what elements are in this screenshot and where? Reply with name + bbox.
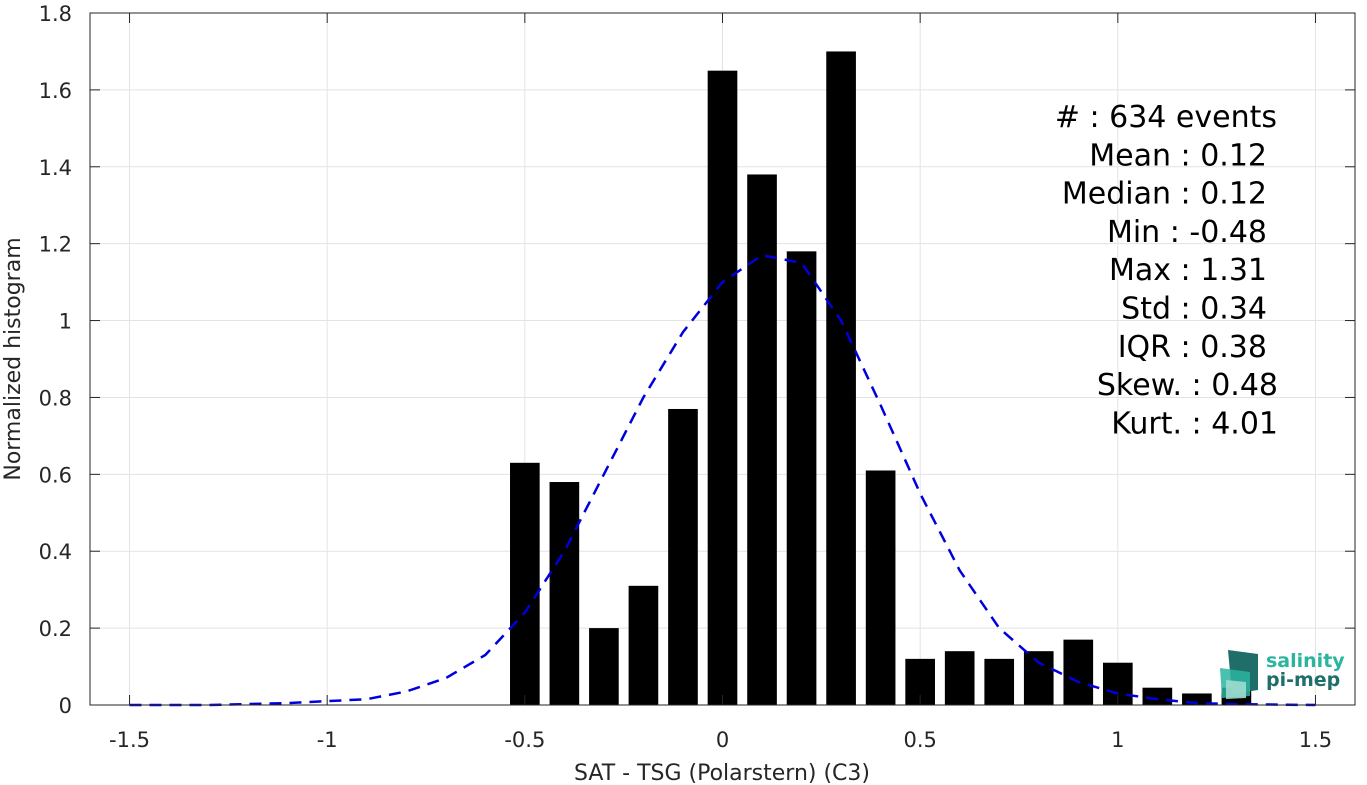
histogram-bar-9 xyxy=(865,470,896,705)
histogram-bar-16 xyxy=(1142,687,1173,705)
histogram-bar-8 xyxy=(826,51,856,705)
y-tick-label-3: 0.6 xyxy=(39,463,72,487)
logo-text-pimep: pi-mep xyxy=(1266,669,1340,691)
stats-line-7: Skew. : 0.48 xyxy=(1097,368,1278,403)
y-tick-label-0: 0 xyxy=(59,694,72,718)
stats-line-3: Min : -0.48 xyxy=(1107,215,1267,250)
y-tick-label-2: 0.4 xyxy=(39,540,72,564)
y-axis-title: Normalized histogram xyxy=(1,237,26,480)
y-tick-label-6: 1.2 xyxy=(39,233,72,257)
histogram-bar-5 xyxy=(707,70,738,705)
y-tick-label-9: 1.8 xyxy=(39,2,72,26)
histogram-bar-13 xyxy=(1023,651,1054,705)
y-tick-label-5: 1 xyxy=(59,310,72,334)
stats-line-5: Std : 0.34 xyxy=(1121,292,1267,327)
histogram-bar-1 xyxy=(549,482,580,705)
histogram-bar-11 xyxy=(944,651,975,705)
histogram-bar-0 xyxy=(510,462,540,705)
y-tick-label-7: 1.4 xyxy=(39,156,72,180)
normal-fit-curve xyxy=(129,253,1316,707)
histogram-bar-14 xyxy=(1063,639,1094,705)
x-axis-ticks: -1.5 -1 -0.5 0 0.5 1 1.5 xyxy=(109,13,1332,752)
y-axis-ticks: 0 0.2 0.4 0.6 0.8 1 1.2 1.4 1.6 1.8 xyxy=(39,2,1355,718)
x-tick-label-3: 0 xyxy=(716,728,729,752)
x-tick-label-2: -0.5 xyxy=(504,728,545,752)
y-tick-label-8: 1.6 xyxy=(39,79,72,103)
stats-line-4: Max : 1.31 xyxy=(1109,253,1267,288)
stats-line-8: Kurt. : 4.01 xyxy=(1111,406,1278,441)
stats-line-6: IQR : 0.38 xyxy=(1118,330,1267,365)
histogram-bars xyxy=(510,51,1252,705)
histogram-bar-7 xyxy=(786,251,817,705)
logo-mark-icon xyxy=(1220,650,1258,699)
x-tick-label-6: 1.5 xyxy=(1299,728,1332,752)
logo-text-salinity: salinity xyxy=(1266,650,1345,672)
histogram-bar-4 xyxy=(668,408,698,705)
histogram-bar-2 xyxy=(589,628,619,705)
x-tick-label-0: -1.5 xyxy=(109,728,150,752)
histogram-bar-12 xyxy=(984,658,1015,705)
x-tick-label-1: -1 xyxy=(317,728,338,752)
x-tick-label-4: 0.5 xyxy=(903,728,936,752)
histogram-bar-3 xyxy=(628,585,659,705)
histogram-bar-17 xyxy=(1182,693,1212,705)
salinity-pi-mep-logo: salinity pi-mep xyxy=(1220,650,1345,699)
histogram-bar-6 xyxy=(747,174,777,705)
stats-line-0: # : 634 events xyxy=(1055,100,1277,135)
y-tick-label-1: 0.2 xyxy=(39,617,72,641)
x-tick-label-5: 1 xyxy=(1111,728,1124,752)
x-axis-title: SAT - TSG (Polarstern) (C3) xyxy=(574,761,870,785)
stats-line-2: Median : 0.12 xyxy=(1062,177,1267,212)
stats-line-1: Mean : 0.12 xyxy=(1089,138,1267,173)
y-tick-label-4: 0.8 xyxy=(39,386,72,410)
